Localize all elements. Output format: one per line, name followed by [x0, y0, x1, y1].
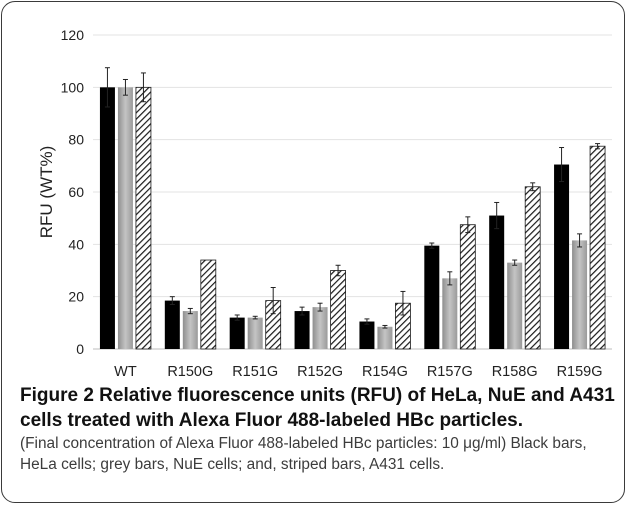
- bar-a431-r159g: [589, 145, 606, 350]
- y-tick-label: 80: [68, 132, 84, 148]
- y-tick-label: 60: [68, 184, 84, 200]
- bar-nue-r158g: [507, 262, 523, 349]
- error-bar-a431-r152g: [335, 264, 341, 277]
- category-label: R150G: [167, 364, 213, 380]
- error-bar-nue-r151g: [252, 315, 258, 320]
- error-bar-a431-wt: [140, 72, 146, 103]
- figure-caption: Figure 2 Relative fluorescence units (RF…: [20, 383, 620, 475]
- category-label: R151G: [232, 364, 278, 380]
- bar-nue-r152g: [312, 307, 328, 349]
- y-tick-label: 20: [68, 289, 84, 305]
- bar-nue-r154g: [377, 326, 393, 349]
- category-label: R159G: [557, 364, 603, 380]
- bar-hela-r159g: [554, 164, 570, 349]
- category-labels: WT R150G R151G R152G R154G R157G R158G R159G: [114, 364, 602, 380]
- error-bar-hela-r158g: [494, 201, 500, 230]
- error-bar-a431-r154g: [400, 290, 406, 316]
- bar-nue-r157g: [442, 278, 458, 349]
- y-tick-labels: 0 20 40 60 80 100 120: [61, 27, 85, 357]
- bar-nue-r150g: [182, 311, 198, 349]
- bar-a431-r152g: [330, 270, 346, 350]
- bar-hela-wt: [99, 87, 115, 349]
- bar-a431-r150g: [200, 259, 217, 350]
- category-label: R154G: [362, 364, 408, 380]
- error-bar-nue-r158g: [512, 259, 518, 266]
- error-bars: [104, 67, 601, 329]
- error-bar-nue-r150g: [187, 307, 193, 315]
- error-bar-nue-r159g: [577, 233, 583, 248]
- bar-hela-r154g: [359, 321, 375, 349]
- bar-hela-r151g: [229, 317, 245, 349]
- category-label: WT: [114, 364, 137, 380]
- error-bar-a431-r151g: [270, 287, 276, 315]
- error-bar-hela-r157g: [429, 242, 435, 249]
- bar-hela-r158g: [489, 215, 505, 349]
- error-bar-hela-r154g: [364, 318, 370, 325]
- caption-body: (Final concentration of Alexa Fluor 488-…: [20, 435, 587, 473]
- bar-a431-wt: [135, 86, 152, 350]
- bar-nue-wt: [117, 87, 133, 349]
- error-bar-nue-r152g: [317, 302, 323, 312]
- y-tick-label: 0: [76, 341, 84, 357]
- y-tick-label: 40: [68, 236, 84, 252]
- error-bar-a431-r159g: [595, 143, 601, 150]
- bars: [99, 86, 606, 350]
- error-bar-hela-r152g: [299, 306, 305, 316]
- error-bar-hela-wt: [104, 67, 110, 108]
- error-bar-nue-r157g: [447, 271, 453, 286]
- error-bar-nue-wt: [122, 78, 128, 96]
- error-bar-a431-r158g: [530, 182, 536, 192]
- category-label: R158G: [492, 364, 538, 380]
- bar-hela-r150g: [164, 300, 180, 349]
- error-bar-a431-r157g: [465, 216, 471, 234]
- bar-a431-r157g: [459, 224, 476, 350]
- error-bar-hela-r150g: [169, 296, 175, 306]
- bar-a431-r158g: [524, 186, 541, 350]
- y-tick-label: 120: [61, 27, 85, 43]
- bar-hela-r157g: [424, 245, 440, 349]
- category-label: R157G: [427, 364, 473, 380]
- caption-title: Figure 2 Relative fluorescence units (RF…: [20, 385, 615, 431]
- category-label: R152G: [297, 364, 343, 380]
- y-tick-label: 100: [61, 79, 85, 95]
- error-bar-hela-r151g: [234, 314, 240, 321]
- bar-hela-r152g: [294, 311, 310, 349]
- y-axis-label: RFU (WT%): [37, 146, 56, 239]
- bar-nue-r151g: [247, 317, 263, 349]
- error-bar-nue-r154g: [382, 324, 388, 329]
- error-bar-hela-r159g: [559, 147, 565, 183]
- bar-nue-r159g: [572, 240, 588, 349]
- bar-chart: 0 20 40 60 80 100 120 WT R150G R151G R152G R154G R1…: [37, 27, 612, 380]
